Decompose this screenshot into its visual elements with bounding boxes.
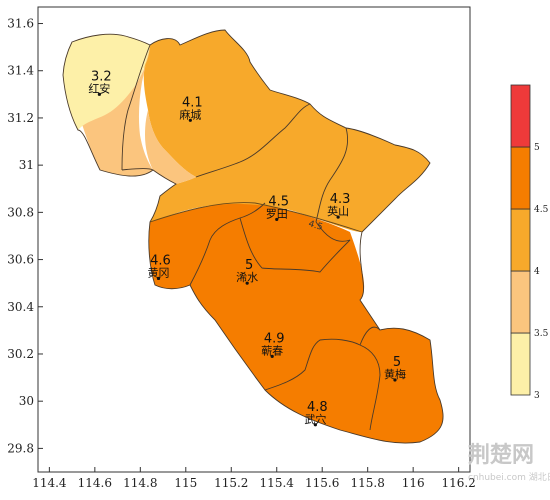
watermark: 荆楚网 cnhubei.com 湖北日报 (468, 442, 550, 483)
city-value: 4.1 (182, 95, 203, 110)
city-value: 5 (393, 355, 401, 370)
city-name: 英山 (327, 204, 349, 218)
band-4-5-to-5 (148, 202, 444, 444)
band-3-to-3-5 (63, 34, 150, 130)
boundary-wuxue-huangmei (359, 326, 381, 346)
legend-swatch (510, 208, 531, 272)
city-dot (313, 423, 317, 427)
city-marker-group: 3.2红安 (88, 69, 112, 96)
boundary-hongan-macheng (121, 44, 151, 171)
city-name: 红安 (88, 81, 110, 95)
city-marker-group: 4.9蕲春 (261, 331, 285, 358)
watermark-subtext: cnhubei.com 湖北日报 (468, 471, 550, 483)
x-tick-label: 115.6 (305, 476, 339, 490)
city-value: 4.9 (264, 331, 285, 346)
city-value: 4.5 (268, 194, 289, 209)
city-marker-group: 5浠水 (236, 258, 258, 285)
x-tick-label: 115.8 (351, 476, 385, 490)
city-marker-group: 5黄梅 (384, 355, 406, 382)
x-tick-label: 115 (174, 476, 197, 490)
legend-tick-label: 3.5 (534, 329, 549, 339)
x-tick-label: 116 (402, 476, 425, 490)
city-value: 4.3 (330, 192, 351, 207)
x-axis: 114.4 114.6 114.8 115 115.2 115.4 115.6 115.8 11… (32, 467, 476, 490)
city-marker-group: 4.6黄冈 (148, 253, 171, 281)
city-marker-group: 4.3英山 (327, 192, 350, 219)
y-tick-label: 30.2 (7, 347, 34, 361)
city-name: 麻城 (179, 107, 201, 121)
boundary-huanggang-xishui (189, 202, 266, 286)
city-dot (97, 92, 101, 96)
legend-tick-label: 5 (534, 143, 540, 153)
city-name: 黄梅 (384, 367, 406, 381)
y-tick-label: 31.4 (7, 64, 34, 78)
band-3-5-to-4 (78, 45, 196, 184)
city-value: 3.2 (91, 69, 112, 84)
legend-tick-label: 3 (534, 391, 540, 401)
legend-swatch (510, 270, 531, 334)
city-name: 罗田 (266, 207, 288, 220)
city-marker-group: 4.5罗田 (266, 194, 289, 222)
city-dot (270, 354, 274, 358)
x-tick-label: 115.4 (260, 476, 295, 490)
x-tick-label: 116.2 (441, 476, 475, 490)
city-marker-group: 4.1麻城 (179, 95, 203, 122)
city-dot (336, 215, 340, 219)
contour-4-5 (149, 202, 363, 233)
legend-swatch (510, 332, 531, 396)
watermark-logo-text: 荆楚网 (468, 442, 534, 468)
band-4-to-4-5 (143, 30, 430, 232)
y-tick-label: 30 (19, 394, 34, 408)
boundary-macheng-luotian (195, 103, 311, 178)
legend-tick-label: 4.5 (534, 205, 549, 215)
boundary-xishui-qichun (239, 217, 351, 273)
city-name: 蕲春 (261, 344, 283, 357)
legend-swatch (510, 146, 531, 210)
y-tick-label: 30.4 (7, 300, 34, 314)
y-tick-label: 31.2 (7, 111, 34, 125)
y-tick-label: 31 (19, 158, 34, 172)
city-dot (188, 118, 192, 122)
city-value: 5 (245, 258, 253, 273)
region-fills (63, 30, 444, 444)
outer-border (62, 29, 444, 444)
city-value: 4.8 (307, 400, 328, 415)
county-boundaries (62, 29, 444, 444)
boundary-inner-north (121, 168, 154, 171)
boundary-inner-east (315, 221, 351, 242)
contour-label: 4.5 (307, 219, 324, 233)
city-dot (393, 378, 397, 382)
color-legend: 3 3.5 4 4.5 5 (510, 84, 549, 401)
city-name: 武穴 (304, 412, 326, 426)
x-tick-label: 114.8 (123, 476, 157, 490)
y-tick-label: 30.6 (7, 253, 34, 267)
city-name: 浠水 (236, 270, 258, 284)
city-dot (275, 217, 279, 222)
legend-swatch (510, 84, 531, 148)
y-tick-label: 31.6 (7, 17, 34, 31)
city-dot (245, 281, 249, 285)
city-name: 黄冈 (148, 265, 170, 279)
x-tick-label: 114.4 (32, 476, 67, 490)
x-tick-label: 115.2 (214, 476, 248, 490)
city-marker-group: 4.8武穴 (304, 400, 328, 427)
x-tick-label: 114.6 (78, 476, 112, 490)
boundary-qichun-wuxue (264, 338, 381, 431)
city-dot (156, 276, 161, 281)
city-value: 4.6 (150, 253, 171, 268)
y-axis: 31.6 31.4 31.2 31 30.8 30.6 30.4 30.2 30 29.8 (7, 17, 43, 455)
boundary-luotian-yingshan (315, 127, 348, 223)
y-tick-label: 30.8 (7, 205, 34, 219)
legend-tick-label: 4 (534, 267, 540, 277)
y-tick-label: 29.8 (7, 441, 34, 455)
